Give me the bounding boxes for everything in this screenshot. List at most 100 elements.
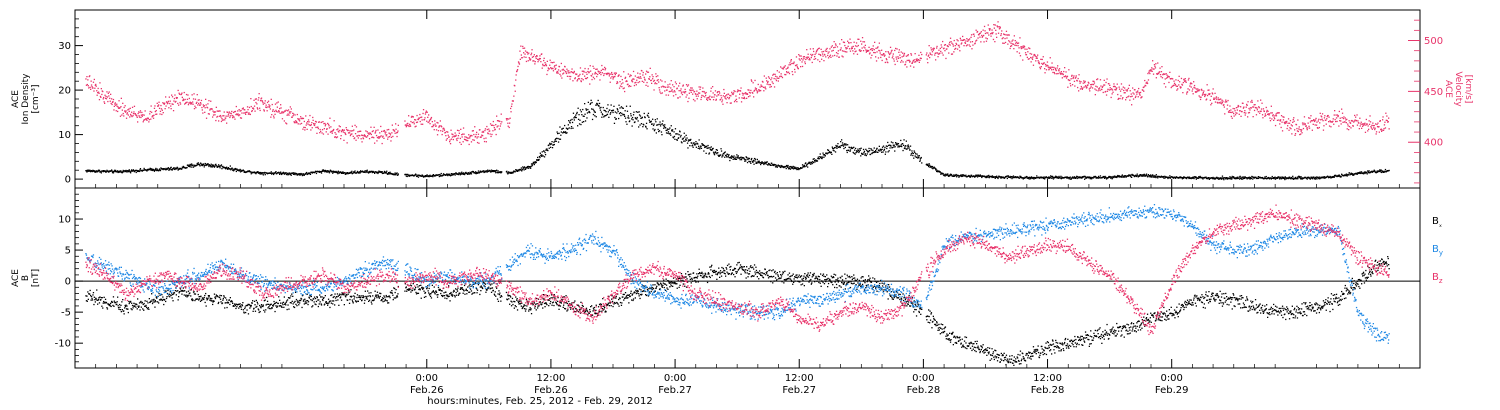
data-point xyxy=(107,92,109,94)
data-point xyxy=(891,57,893,59)
data-point xyxy=(159,113,161,115)
data-point xyxy=(974,175,976,178)
data-point xyxy=(130,170,132,172)
data-point xyxy=(1047,65,1049,67)
data-point xyxy=(1004,41,1007,44)
data-point xyxy=(993,27,995,29)
data-point xyxy=(1051,177,1053,179)
data-point xyxy=(667,132,669,134)
data-point xyxy=(105,95,107,98)
data-point xyxy=(1072,77,1074,80)
data-point xyxy=(638,114,641,116)
data-point xyxy=(786,71,788,73)
data-point xyxy=(1018,47,1020,49)
data-point xyxy=(778,71,780,73)
data-point xyxy=(1360,172,1362,174)
data-point xyxy=(465,171,467,174)
data-point xyxy=(888,150,890,152)
data-point xyxy=(629,105,631,107)
data-point xyxy=(715,151,717,154)
data-point xyxy=(683,132,685,134)
data-point xyxy=(1102,176,1104,179)
data-point xyxy=(168,96,170,98)
data-point xyxy=(789,62,791,64)
data-point xyxy=(785,167,787,170)
data-point xyxy=(949,173,952,175)
data-point xyxy=(431,121,433,123)
data-point xyxy=(626,110,629,112)
data-point xyxy=(808,162,811,164)
data-point xyxy=(1020,47,1022,50)
data-point xyxy=(1202,178,1204,180)
data-point xyxy=(911,152,913,154)
data-point xyxy=(349,130,351,132)
data-point xyxy=(455,135,457,137)
data-point xyxy=(1065,176,1068,178)
data-point xyxy=(529,59,531,61)
data-point xyxy=(986,38,988,40)
data-point xyxy=(165,96,167,98)
data-point xyxy=(981,175,983,177)
data-point xyxy=(1323,176,1326,178)
data-point xyxy=(112,98,115,101)
data-point xyxy=(271,114,273,116)
data-point xyxy=(657,79,659,81)
data-point xyxy=(1001,38,1003,40)
data-point xyxy=(136,115,138,117)
data-point xyxy=(735,156,737,158)
data-point xyxy=(297,118,299,120)
data-point xyxy=(368,133,370,135)
data-point xyxy=(337,173,339,175)
data-point xyxy=(1059,72,1061,74)
data-point xyxy=(931,54,933,56)
data-point xyxy=(134,113,136,115)
data-point xyxy=(459,137,461,140)
data-point xyxy=(1071,177,1073,179)
data-point xyxy=(227,114,230,116)
data-point xyxy=(1061,72,1063,75)
data-point xyxy=(474,126,476,128)
data-point xyxy=(830,56,832,58)
data-point xyxy=(524,168,527,170)
data-point xyxy=(313,122,315,125)
data-point xyxy=(229,168,231,170)
data-point xyxy=(965,174,967,176)
data-point xyxy=(202,104,204,106)
data-point xyxy=(969,45,971,47)
data-point xyxy=(633,111,635,113)
data-point xyxy=(112,172,115,174)
data-point xyxy=(840,141,842,143)
data-point xyxy=(662,124,664,126)
data-point xyxy=(969,38,971,40)
data-point xyxy=(1081,177,1083,179)
data-point xyxy=(356,135,359,137)
data-point xyxy=(991,175,994,177)
data-point xyxy=(847,40,849,42)
data-point xyxy=(935,59,937,61)
data-point xyxy=(285,109,287,111)
data-point xyxy=(281,172,284,174)
data-point xyxy=(571,71,574,74)
data-point xyxy=(816,50,818,52)
data-point xyxy=(685,134,687,136)
data-point xyxy=(787,66,789,68)
data-point xyxy=(1235,178,1237,180)
data-point xyxy=(201,163,203,166)
data-point xyxy=(221,119,224,121)
data-point xyxy=(565,127,568,129)
data-point xyxy=(523,47,526,49)
data-point xyxy=(1077,86,1079,89)
data-point xyxy=(160,108,163,110)
data-point xyxy=(359,172,361,174)
data-point xyxy=(1171,176,1173,178)
data-point xyxy=(151,111,153,113)
data-point xyxy=(1299,177,1301,179)
data-point xyxy=(1195,176,1197,178)
data-point xyxy=(496,120,499,122)
data-point xyxy=(154,110,156,113)
data-point xyxy=(407,173,409,176)
data-point xyxy=(860,50,862,52)
data-point xyxy=(582,79,584,81)
data-point xyxy=(767,80,769,83)
data-point xyxy=(1003,33,1006,36)
